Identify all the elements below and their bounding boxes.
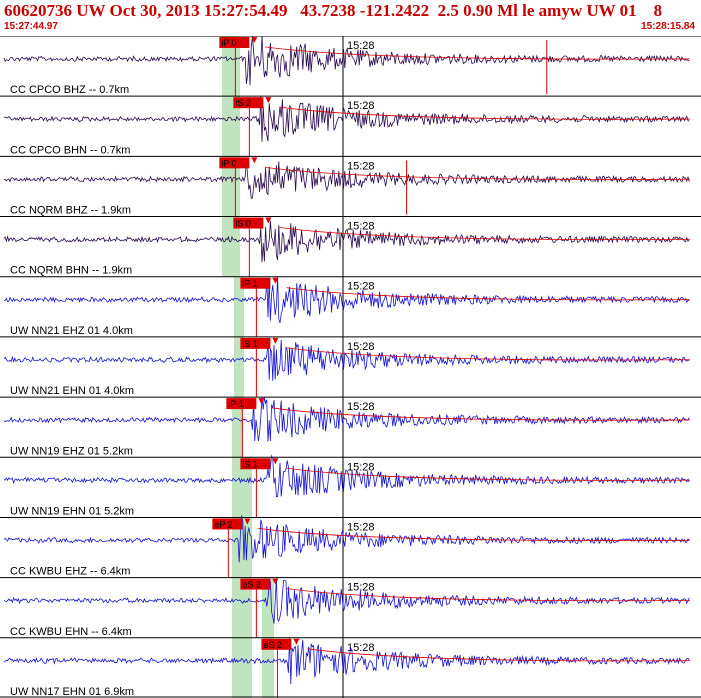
waveform-trace	[3, 397, 690, 442]
pick-flag[interactable]	[240, 337, 271, 349]
pick-flag[interactable]	[226, 398, 257, 410]
channel-row[interactable]: 15:28 eS 2 CC KWBU EHN -- 6.4km	[0, 577, 701, 638]
pick-label: iS 1	[242, 459, 258, 469]
waveform-trace	[3, 636, 690, 685]
coda-decay-line	[279, 227, 691, 241]
amplitude-marker	[272, 337, 279, 344]
pick-label: iS 2	[235, 98, 251, 108]
channel-row[interactable]: 15:28 iS 1 UW NN21 EHN 01 4.0km	[0, 336, 701, 398]
pick-flag[interactable]	[233, 217, 264, 229]
pick-flag[interactable]	[219, 157, 250, 169]
channel-label: CC CPCO BHZ -- 0.7km	[10, 84, 129, 96]
pick-flag[interactable]	[261, 638, 292, 650]
coda-decay-line	[258, 527, 691, 541]
channel-label: CC KWBU EHZ -- 6.4km	[10, 566, 130, 578]
pick-label: iP 1	[242, 279, 257, 289]
pick-windows	[222, 36, 274, 698]
amplitude-marker	[272, 277, 279, 284]
amplitude-marker	[258, 398, 265, 405]
waveform-trace	[3, 220, 690, 263]
amplitude-marker	[293, 638, 300, 645]
channel-row[interactable]: 15:28 iS 1 UW NN19 EHN 01 5.2km	[0, 454, 701, 518]
pick-flag[interactable]	[240, 578, 271, 590]
coda-decay-line	[307, 648, 691, 662]
pick-label: eS 2	[242, 580, 261, 590]
minute-tick-label: 15:28	[347, 40, 375, 52]
channel-label: UW NN19 EHZ 01 5.2km	[10, 445, 133, 457]
pick-flag[interactable]	[212, 518, 243, 530]
channel-label: CC NQRM BHZ -- 1.9km	[10, 205, 131, 217]
event-title: 60620736 UW Oct 30, 2013 15:27:54.49 43.…	[4, 1, 663, 20]
minute-tick-label: 15:28	[347, 582, 375, 594]
waveform-trace	[3, 515, 690, 563]
coda-decay-line	[286, 287, 691, 301]
channel-label: UW NN21 EHN 01 4.0km	[10, 385, 134, 397]
pick-flag[interactable]	[240, 277, 271, 289]
pick-label: iS 1	[242, 339, 258, 349]
amplitude-marker	[265, 217, 272, 224]
coda-decay-line	[279, 106, 691, 120]
channel-row[interactable]: 15:28 iP 0 CC NQRM BHZ -- 1.9km	[0, 155, 701, 217]
amplitude-marker	[251, 37, 258, 43]
amplitude-marker	[272, 578, 279, 585]
channel-label: UW NN21 EHZ 01 4.0km	[10, 325, 133, 337]
pick-label: iP 1	[228, 399, 243, 409]
waveform-trace	[3, 276, 690, 324]
channel-row[interactable]: 15:28 iP 1 UW NN21 EHZ 01 4.0km	[0, 276, 701, 337]
pick-label: iP 0	[221, 38, 236, 48]
seismogram-panel[interactable]: 15:28 iP 0 CC CPCO BHZ -- 0.7km 15:28 iS 2 CC…	[0, 36, 701, 698]
channel-row[interactable]: 15:28 iS 2 CC CPCO BHN -- 0.7km	[0, 95, 701, 157]
event-header: 60620736 UW Oct 30, 2013 15:27:54.49 43.…	[0, 0, 701, 36]
channel-row[interactable]: 15:28 iS 0 CC NQRM BHN -- 1.9km	[0, 216, 701, 277]
pick-label: eP 2	[214, 519, 232, 529]
waveform-trace	[3, 36, 690, 86]
minute-tick-label: 15:28	[347, 521, 375, 533]
channel-row[interactable]: 15:28 eP 2 CC KWBU EHZ -- 6.4km	[0, 515, 701, 578]
pick-window	[232, 397, 242, 698]
coda-decay-line	[265, 166, 691, 180]
pick-label: iS 0	[235, 219, 251, 229]
channel-row[interactable]: 15:28 iP 1 UW NN19 EHZ 01 5.2km	[0, 396, 701, 458]
channel-row[interactable]: 15:28 eS 2 UW NN17 EHN 01 6.9km	[0, 636, 701, 698]
coda-decay-line	[265, 46, 691, 60]
minute-tick-label: 15:28	[347, 341, 375, 353]
amplitude-marker	[251, 157, 258, 164]
channel-label: CC NQRM BHN -- 1.9km	[10, 265, 132, 277]
pick-flag[interactable]	[240, 458, 271, 470]
amplitude-marker	[244, 518, 251, 525]
coda-decay-line	[286, 467, 691, 481]
minute-tick-label: 15:28	[347, 281, 375, 293]
amplitude-marker	[272, 458, 279, 465]
channel-label: UW NN19 EHN 01 5.2km	[10, 505, 134, 517]
channel-label: CC CPCO BHN -- 0.7km	[10, 144, 130, 156]
waveform-trace	[3, 95, 690, 142]
coda-decay-line	[286, 347, 691, 361]
minute-tick-label: 15:28	[347, 160, 375, 172]
coda-decay-line	[272, 407, 691, 421]
pick-flag[interactable]	[219, 37, 250, 48]
pick-label: eS 2	[263, 640, 282, 650]
channel-label: UW NN17 EHN 01 6.9km	[10, 686, 134, 698]
pick-label: iP 0	[221, 158, 236, 168]
pick-flag[interactable]	[233, 97, 264, 109]
waveform-trace	[3, 454, 690, 498]
window-end-time: 15:28:15.84	[641, 21, 695, 32]
channel-row[interactable]: 15:28 iP 0 CC CPCO BHZ -- 0.7km	[0, 36, 701, 97]
amplitude-marker	[265, 97, 272, 104]
coda-decay-line	[286, 588, 691, 602]
waveform-trace	[3, 339, 690, 381]
minute-tick-label: 15:28	[347, 401, 375, 413]
waveform-trace	[3, 578, 690, 624]
channel-label: CC KWBU EHN -- 6.4km	[10, 626, 132, 638]
minute-tick-label: 15:28	[347, 461, 375, 473]
minute-tick-label: 15:28	[347, 642, 375, 654]
minute-tick-label: 15:28	[347, 100, 375, 112]
minute-tick-label: 15:28	[347, 221, 375, 233]
window-start-time: 15:27:44.97	[4, 21, 58, 32]
